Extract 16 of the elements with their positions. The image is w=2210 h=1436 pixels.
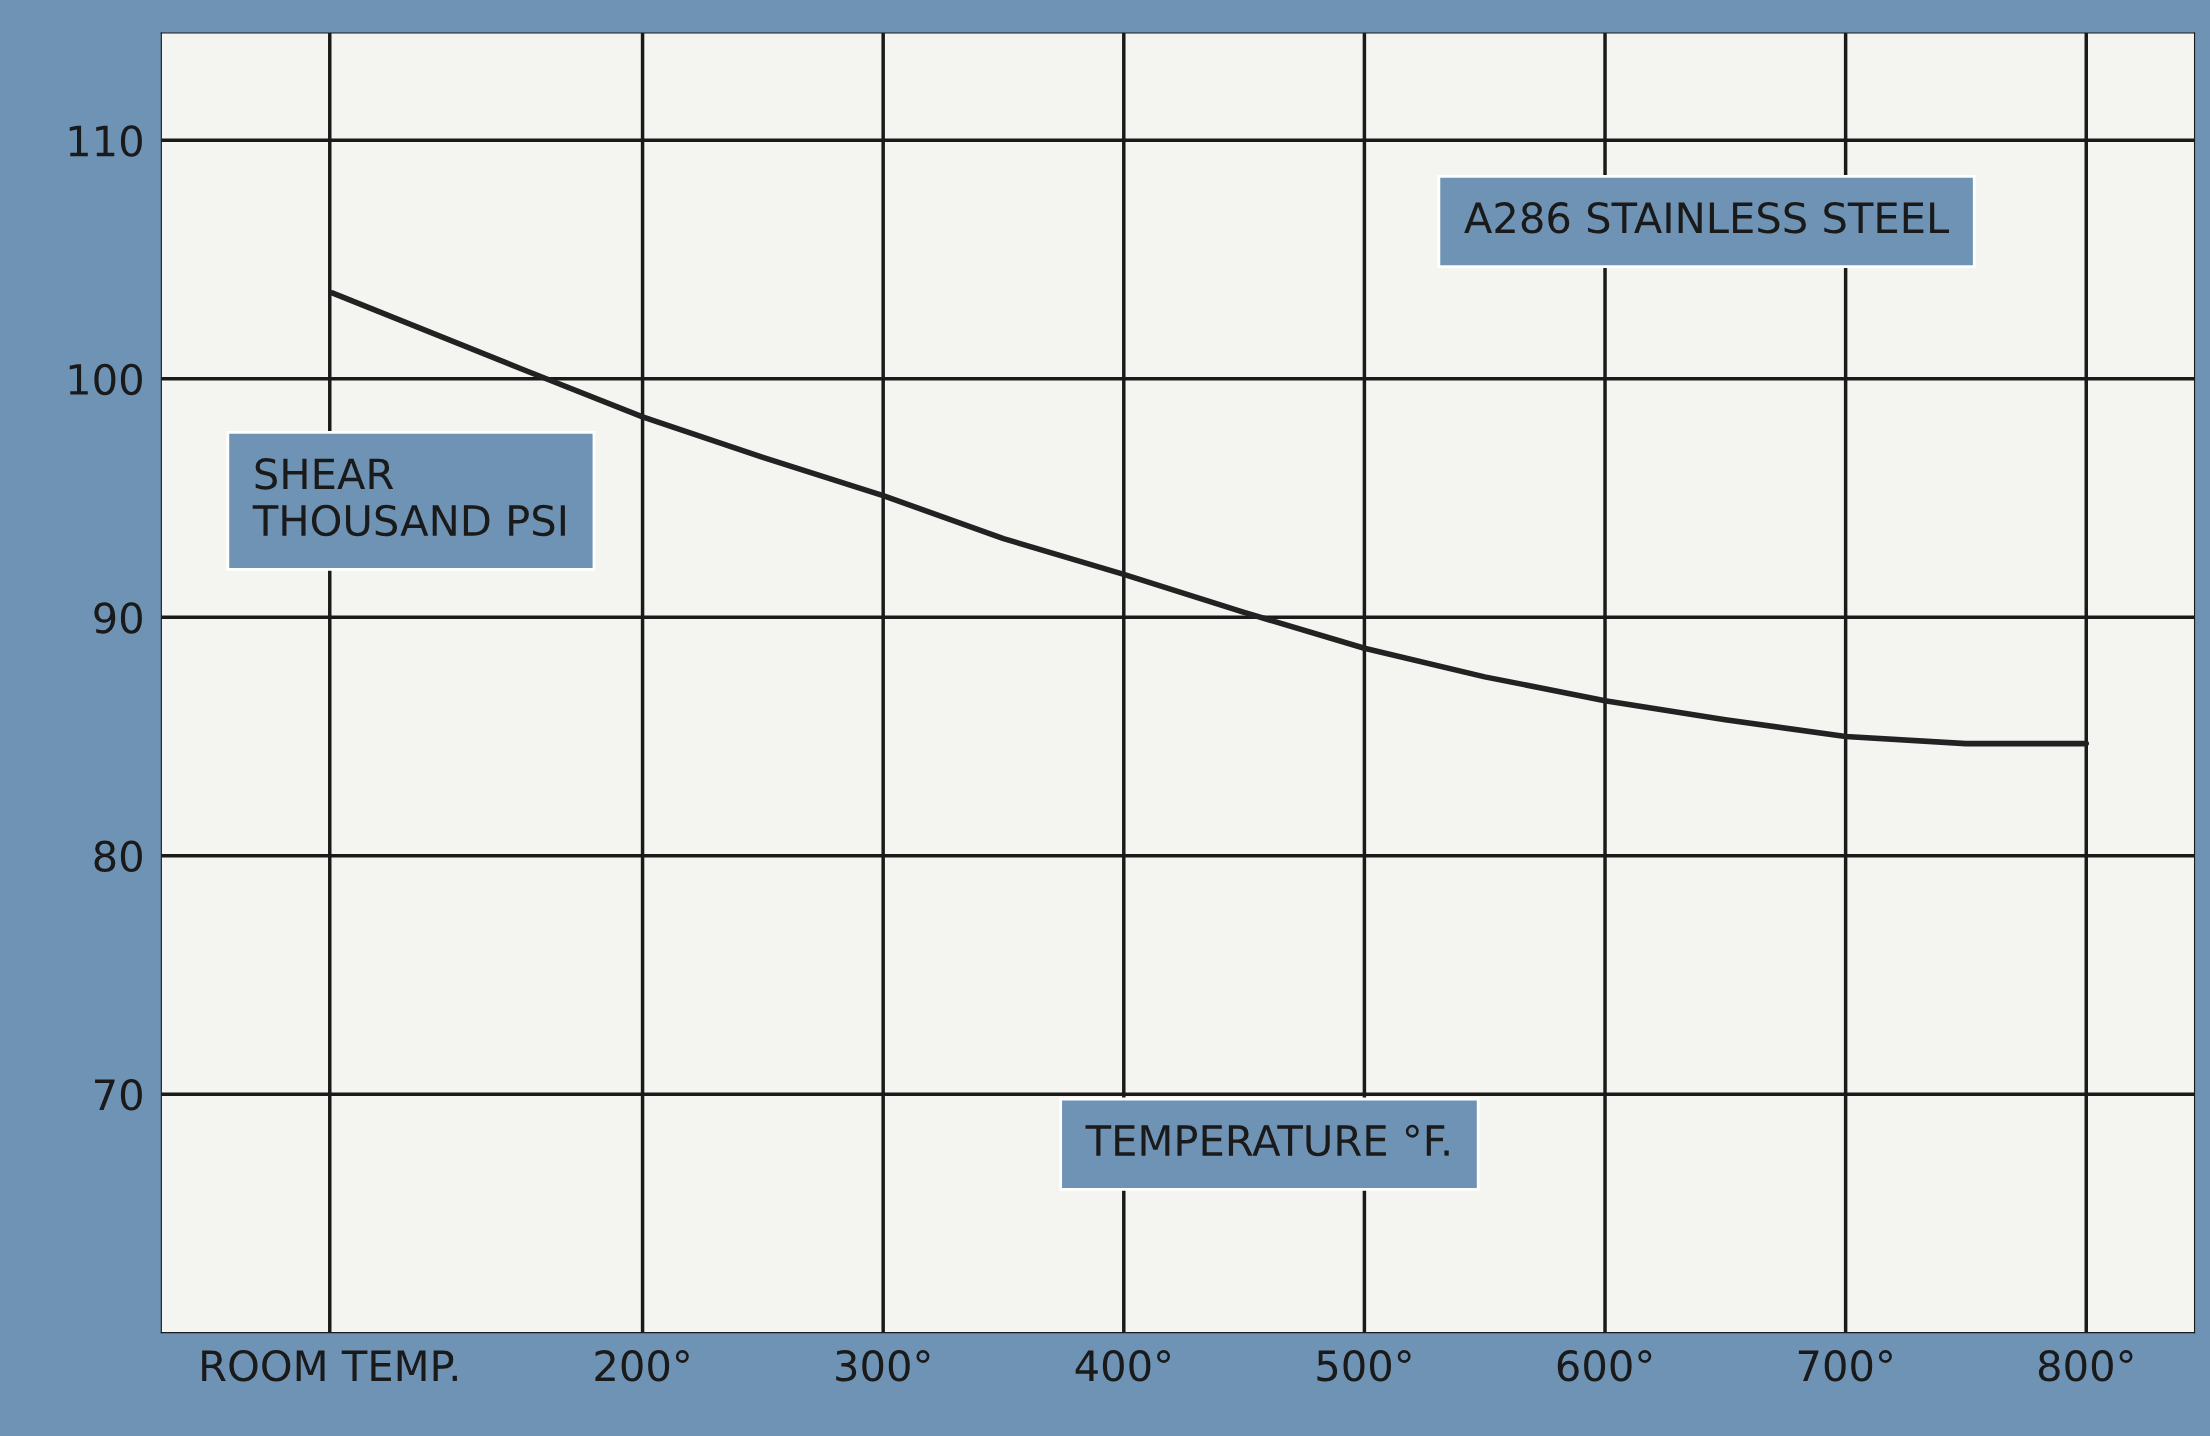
x-tick-label: 800° [2038,1350,2133,1382]
x-tick-label: 400° [1075,1350,1171,1382]
y-axis-title: SHEAR THOUSAND PSI [252,458,565,537]
y-tick-label: 70 [95,1079,142,1111]
y-tick-label: 110 [69,125,142,157]
text: A286 STAINLESS STEEL [1464,202,1950,234]
y-tick-label: 100 [69,363,142,396]
x-axis-title: TEMPERATURE °F. [1085,1124,1449,1157]
x-tick-label: 700° [1798,1350,1892,1382]
y-tick-label: 90 [94,602,142,634]
x-tick-label: 300° [836,1350,930,1382]
x-tick-label: 600° [1557,1350,1652,1382]
y-tick-label: 80 [94,840,142,873]
x-tick-label: 500° [1317,1350,1411,1382]
x-tick-label: 200° [595,1350,689,1382]
x-tick-label: ROOM TEMP. [202,1350,457,1382]
